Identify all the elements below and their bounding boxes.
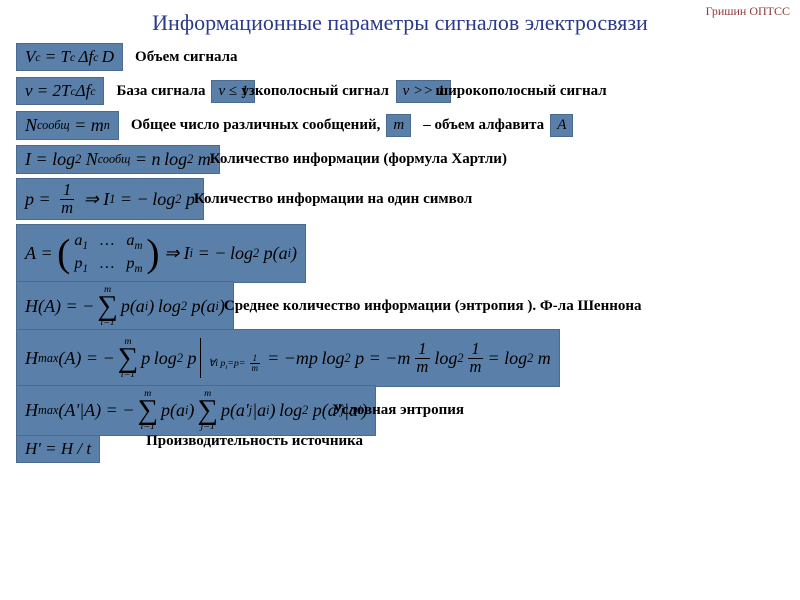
label-narrow: узкополосный сигнал xyxy=(241,83,389,100)
formula-productivity: H' = H / t xyxy=(16,435,100,463)
label-messages: Общее число различных сообщений, xyxy=(131,117,380,134)
page-title: Информационные параметры сигналов электр… xyxy=(0,0,800,36)
row-volume: Vc = Tc Δfc D Объем сигнала xyxy=(16,42,800,72)
label-wide: широкополосный сигнал xyxy=(435,83,606,100)
label-productivity: Производительность источника xyxy=(146,433,363,450)
row-base: ν = 2TcΔfc База сигнала ν ≤ 1 узкополосн… xyxy=(16,76,800,106)
formula-entropy: H(A) = − m∑i=1 p(ai) log2 p(ai) xyxy=(16,281,234,332)
formula-m: m xyxy=(386,114,411,137)
label-base: База сигнала xyxy=(116,83,205,100)
header-right: Гришин ОПТСС xyxy=(706,4,790,19)
formula-n-messages: Nсообщ = mn xyxy=(16,111,119,140)
row-cond-entropy: Hmax(A'|A) = − m∑i=1 p(ai) m∑j=1 p(a'j|a… xyxy=(16,385,800,436)
formula-per-symbol: p = 1m ⇒ I1 = − log2 p xyxy=(16,178,204,220)
label-cond-entropy: Условная энтропия xyxy=(332,402,464,419)
formula-hmax: Hmax(A) = − m∑i=1 p log2 p ∀i pi=p=1m = … xyxy=(16,329,560,387)
formula-cond-entropy: Hmax(A'|A) = − m∑i=1 p(ai) m∑j=1 p(a'j|a… xyxy=(16,385,376,436)
formula-base: ν = 2TcΔfc xyxy=(16,77,104,105)
row-hmax: Hmax(A) = − m∑i=1 p log2 p ∀i pi=p=1m = … xyxy=(16,329,800,387)
formula-matrix: A = ( a1…am p1…pm ) ⇒ Ii = − log2 p(ai) xyxy=(16,224,306,282)
row-productivity: H' = H / t Производительность источника xyxy=(16,434,800,464)
row-entropy: H(A) = − m∑i=1 p(ai) log2 p(ai) Среднее … xyxy=(16,281,800,332)
row-messages: Nсообщ = mn Общее число различных сообще… xyxy=(16,110,800,140)
formula-volume: Vc = Tc Δfc D xyxy=(16,43,123,71)
row-per-symbol: p = 1m ⇒ I1 = − log2 p Количество информ… xyxy=(16,178,800,220)
label-per-symbol: Количество информации на один символ xyxy=(194,191,472,208)
row-matrix: A = ( a1…am p1…pm ) ⇒ Ii = − log2 p(ai) xyxy=(16,224,800,282)
formula-A: A xyxy=(550,114,573,137)
label-alphabet: – объем алфавита xyxy=(423,117,544,134)
label-volume: Объем сигнала xyxy=(135,49,237,66)
label-entropy: Среднее количество информации (энтропия … xyxy=(224,298,642,315)
label-hartley: Количество информации (формула Хартли) xyxy=(210,151,507,168)
row-hartley: I = log2 Nсообщ = n log2 m Количество ин… xyxy=(16,144,800,174)
formula-hartley: I = log2 Nсообщ = n log2 m xyxy=(16,145,220,174)
